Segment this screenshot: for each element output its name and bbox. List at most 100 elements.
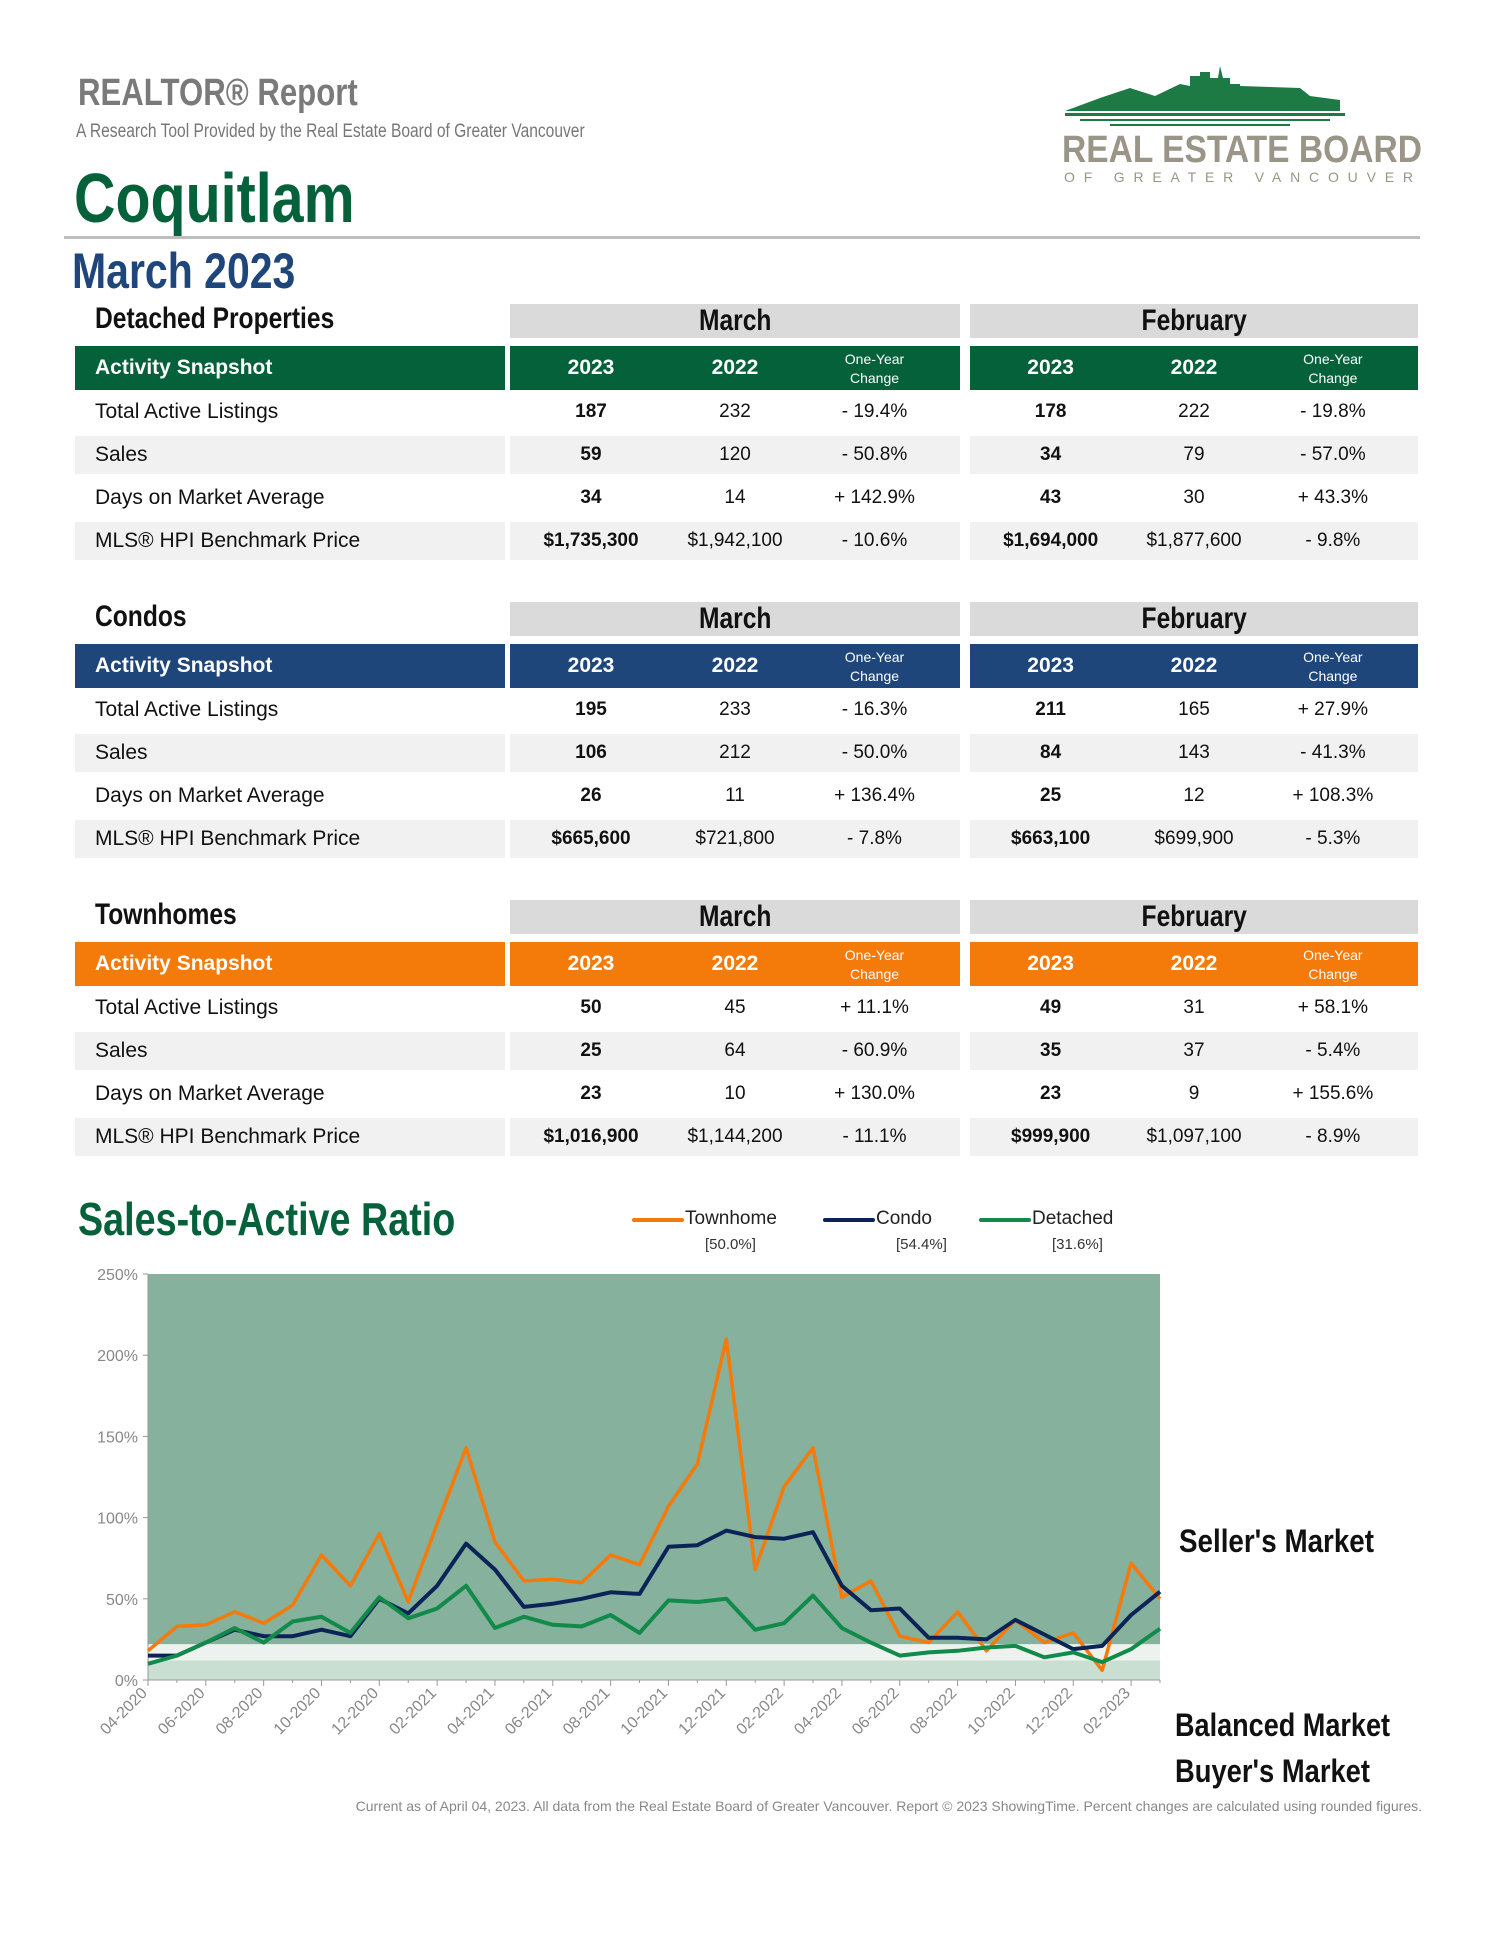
table-cell: 37: [1183, 1040, 1205, 1061]
table-cell: - 5.4%: [1305, 1040, 1361, 1061]
table-cell: $699,900: [1154, 828, 1234, 849]
table-cell: 59: [580, 444, 602, 465]
row-label: MLS® HPI Benchmark Price: [75, 820, 505, 858]
table-cell: - 41.3%: [1300, 742, 1366, 763]
table-cell: $721,800: [695, 828, 775, 849]
month-header: March: [510, 304, 960, 338]
table-cell: + 11.1%: [840, 997, 909, 1018]
month-header: February: [970, 602, 1418, 636]
year-label: 2022: [711, 356, 759, 379]
table-cell: 43: [1040, 487, 1062, 508]
series-line-condo: [148, 1528, 1162, 1658]
table-cell: 143: [1178, 742, 1210, 763]
section-title-text: Detached Properties: [95, 302, 335, 335]
row-label: Days on Market Average: [95, 1082, 325, 1105]
table-cell: $665,600: [551, 828, 631, 849]
table-cell: - 8.9%: [1305, 1126, 1361, 1147]
table-cell: $1,942,100: [687, 530, 783, 551]
row-label: Sales: [75, 1032, 505, 1070]
change-label-line: One-Year: [1303, 351, 1363, 367]
table-cell: - 50.0%: [841, 742, 908, 763]
x-tick-label: 06-2020: [155, 1685, 209, 1739]
year-label: 2023: [1027, 952, 1074, 975]
table-cell: 23: [1040, 1083, 1062, 1104]
table-cell: 10: [724, 1083, 746, 1104]
row-label: Days on Market Average: [95, 486, 325, 509]
table-cell: 12: [1183, 785, 1205, 806]
year-label: 2022: [1170, 654, 1218, 677]
row-band: [510, 1032, 960, 1070]
x-tick-label: 12-2022: [1023, 1685, 1077, 1739]
x-tick-label: 10-2022: [965, 1685, 1019, 1739]
table-cell: 211: [1035, 699, 1066, 720]
month-header: March: [510, 602, 960, 636]
table-cell: 45: [724, 997, 746, 1018]
month-header: February: [970, 900, 1418, 934]
x-tick-label: 12-2020: [329, 1685, 383, 1739]
change-label-line: One-Year: [1303, 649, 1363, 665]
row-label: MLS® HPI Benchmark Price: [75, 522, 505, 560]
change-label-line: Change: [849, 966, 900, 982]
chart-title: Sales-to-Active Ratio: [78, 1193, 456, 1245]
row-band: [510, 522, 960, 560]
change-label-line: Change: [849, 668, 900, 684]
table-cell: - 50.8%: [841, 444, 908, 465]
row-band: [510, 436, 960, 474]
table-cell: - 19.8%: [1300, 401, 1366, 422]
table-cell: 14: [724, 487, 746, 508]
table-cell: 34: [1040, 444, 1062, 465]
change-label: One-Year Change: [1283, 946, 1383, 984]
board-logo: REAL ESTATE BOARD OF GREATER VANCOUVER: [1060, 66, 1426, 186]
snapshot-header: [510, 942, 960, 986]
change-label-line: One-Year: [1303, 947, 1363, 963]
period-title: March 2023: [72, 243, 296, 299]
snapshot-header: [970, 346, 1418, 390]
divider: [64, 236, 1420, 239]
month-header: March: [510, 900, 960, 934]
table-cell: 106: [575, 742, 607, 763]
year-label: 2022: [1170, 356, 1218, 379]
city-title: Coquitlam: [74, 159, 355, 237]
month-label: February: [1141, 602, 1247, 635]
table-cell: + 142.9%: [834, 487, 915, 508]
row-band: [510, 734, 960, 772]
table-cell: 9: [1188, 1083, 1200, 1104]
month-label: February: [1141, 900, 1247, 933]
table-cell: + 58.1%: [1297, 997, 1368, 1018]
change-label-line: Change: [1308, 668, 1358, 684]
table-cell: 23: [580, 1083, 602, 1104]
snapshot-label: Activity Snapshot: [95, 654, 273, 677]
snapshot-label: Activity Snapshot: [95, 952, 273, 975]
zone-buyer-s-market: [148, 1660, 1160, 1680]
change-label: One-Year Change: [825, 350, 925, 388]
x-tick-label: 04-2020: [97, 1685, 151, 1739]
table-cell: 212: [719, 742, 751, 763]
table-cell: 30: [1183, 487, 1205, 508]
year-label: 2023: [567, 654, 615, 677]
snapshot-header: [510, 346, 960, 390]
x-tick-label: 04-2022: [791, 1685, 845, 1739]
row-label: Total Active Listings: [95, 996, 279, 1019]
year-label: 2022: [711, 952, 759, 975]
section-title-text: Townhomes: [95, 898, 237, 931]
row-band: [970, 820, 1418, 858]
table-cell: $1,144,200: [687, 1126, 783, 1147]
snapshot-label-cell: Activity Snapshot: [75, 346, 505, 390]
footer-note: Current as of April 04, 2023. All data f…: [355, 1798, 1422, 1814]
table-cell: + 136.4%: [834, 785, 915, 806]
snapshot-header: [970, 942, 1418, 986]
table-cell: + 108.3%: [1292, 785, 1374, 806]
table-cell: + 130.0%: [834, 1083, 915, 1104]
y-tick-label: 150%: [97, 1429, 138, 1446]
table-cell: 49: [1040, 997, 1062, 1018]
zone-seller-s-market: [148, 1274, 1160, 1645]
snapshot-label-cell: Activity Snapshot: [75, 644, 505, 688]
change-label-line: One-Year: [844, 649, 905, 665]
table-cell: + 27.9%: [1297, 699, 1368, 720]
table-cell: - 19.4%: [841, 401, 908, 422]
x-tick-label: 12-2021: [676, 1685, 730, 1739]
row-label: Sales: [75, 436, 505, 474]
year-label: 2023: [567, 356, 615, 379]
month-label: March: [698, 602, 772, 635]
x-tick-label: 02-2021: [386, 1685, 440, 1739]
